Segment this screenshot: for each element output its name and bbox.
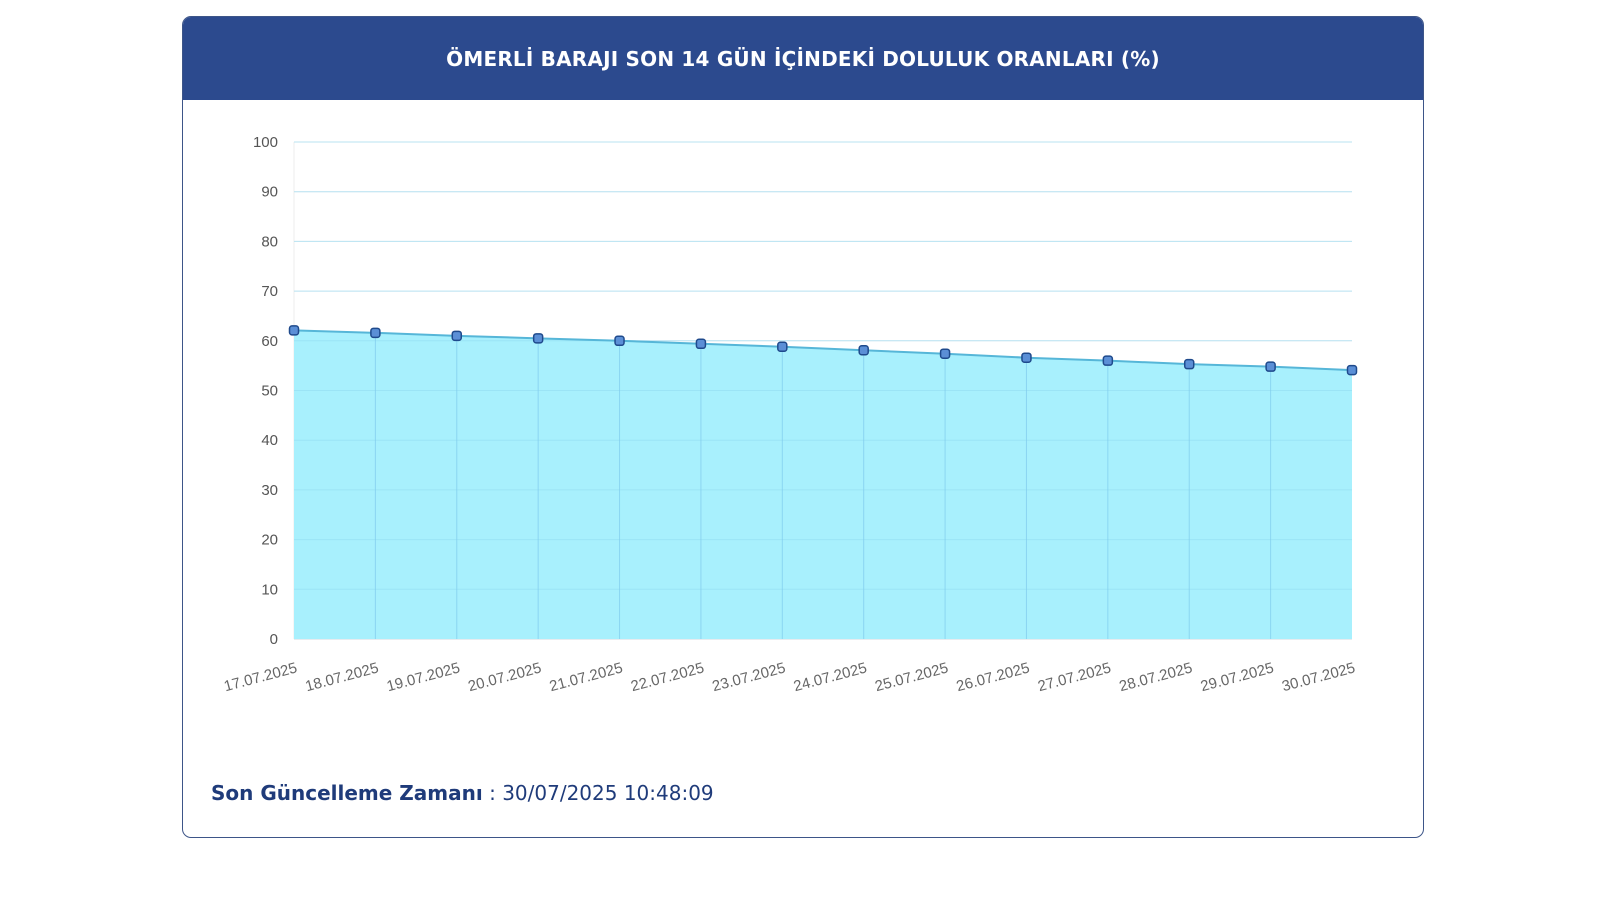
data-point: [1183, 358, 1195, 370]
data-point: [858, 344, 869, 356]
y-tick-label: 80: [261, 233, 278, 250]
data-point: [532, 333, 544, 344]
last-update-separator: :: [482, 781, 503, 805]
x-axis-ticks: 17.07.2025 18.07.2025 19.07.2025 20.07.2025…: [222, 659, 1357, 695]
series-line-layer: [293, 329, 1353, 372]
last-update-value: 30/07/2025 10:48:09: [502, 781, 714, 805]
vertical-grid-lines: [294, 141, 1352, 639]
y-tick-label: 20: [261, 532, 278, 549]
y-tick-label: 90: [261, 184, 278, 201]
y-axis-ticks: 0 10 20 30 40 50 60 70 80 90 100: [253, 134, 278, 648]
x-tick-label: 23.07.2025: [710, 659, 787, 695]
data-point: [451, 330, 463, 342]
area-layer: [294, 330, 1352, 639]
last-update-label: Son Güncelleme Zamanı: [211, 781, 483, 805]
x-tick-label: 22.07.2025: [629, 659, 706, 695]
data-point: [695, 338, 707, 350]
data-point: [288, 325, 300, 336]
y-tick-label: 50: [261, 383, 278, 400]
data-point: [1346, 364, 1358, 376]
series-line: [293, 329, 1353, 372]
data-point: [1021, 352, 1032, 363]
x-tick-label: 30.07.2025: [1280, 659, 1357, 695]
chart-title: ÖMERLİ BARAJI SON 14 GÜN İÇİNDEKİ DOLULU…: [446, 46, 1160, 71]
x-tick-label: 27.07.2025: [1036, 659, 1113, 695]
x-tick-label: 20.07.2025: [466, 659, 543, 695]
x-tick-label: 21.07.2025: [548, 659, 625, 695]
chart-card: ÖMERLİ BARAJI SON 14 GÜN İÇİNDEKİ DOLULU…: [182, 16, 1424, 838]
x-tick-label: 25.07.2025: [873, 659, 950, 695]
x-tick-label: 17.07.2025: [222, 659, 299, 695]
data-point: [777, 341, 788, 353]
data-point: [614, 335, 625, 347]
x-tick-label: 19.07.2025: [385, 659, 462, 695]
data-point: [939, 348, 951, 359]
x-tick-label: 24.07.2025: [792, 659, 869, 695]
y-tick-label: 10: [261, 581, 278, 598]
card-header: ÖMERLİ BARAJI SON 14 GÜN İÇİNDEKİ DOLULU…: [183, 17, 1423, 100]
series-area: [294, 330, 1352, 639]
y-tick-label: 40: [261, 432, 278, 449]
x-tick-label: 26.07.2025: [955, 659, 1032, 695]
y-tick-label: 100: [253, 134, 278, 151]
x-tick-label: 29.07.2025: [1199, 659, 1276, 695]
x-tick-label: 18.07.2025: [304, 659, 381, 695]
data-point: [370, 327, 381, 339]
y-tick-label: 60: [261, 333, 278, 350]
data-point: [1102, 355, 1114, 366]
chart: 0 10 20 30 40 50 60 70 80 90 100 17.07.2025 18.07.2…: [222, 134, 1358, 695]
markers-layer: [288, 325, 1358, 376]
y-tick-label: 70: [261, 283, 278, 300]
y-tick-label: 0: [270, 631, 278, 648]
data-point: [1265, 361, 1276, 372]
last-update: Son Güncelleme Zamanı : 30/07/2025 10:48…: [211, 781, 714, 805]
y-tick-label: 30: [261, 482, 278, 499]
x-tick-label: 28.07.2025: [1117, 659, 1194, 695]
